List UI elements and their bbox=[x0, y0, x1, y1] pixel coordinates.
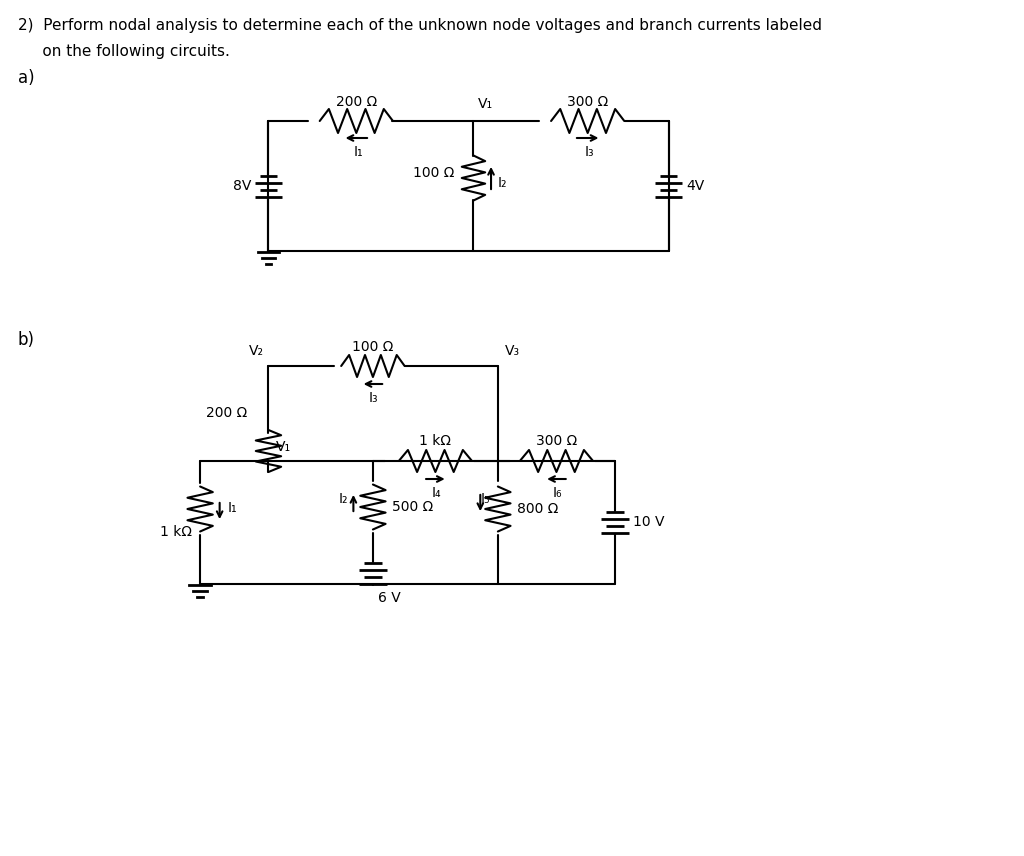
Text: 800 Ω: 800 Ω bbox=[517, 502, 559, 516]
Text: I₃: I₃ bbox=[585, 145, 595, 159]
Text: V₁: V₁ bbox=[478, 97, 494, 111]
Text: I₁: I₁ bbox=[353, 145, 364, 159]
Text: I₆: I₆ bbox=[553, 486, 562, 500]
Text: I₅: I₅ bbox=[480, 492, 490, 506]
Text: b): b) bbox=[17, 331, 35, 349]
Text: 100 Ω: 100 Ω bbox=[413, 166, 454, 180]
Text: 300 Ω: 300 Ω bbox=[567, 95, 608, 109]
Text: I₁: I₁ bbox=[227, 501, 238, 515]
Text: V₁: V₁ bbox=[276, 440, 292, 454]
Text: 200 Ω: 200 Ω bbox=[206, 407, 247, 420]
Text: 6 V: 6 V bbox=[378, 591, 400, 605]
Text: V₂: V₂ bbox=[249, 344, 263, 358]
Text: I₂: I₂ bbox=[498, 176, 507, 190]
Text: 100 Ω: 100 Ω bbox=[352, 340, 393, 354]
Text: 2)  Perform nodal analysis to determine each of the unknown node voltages and br: 2) Perform nodal analysis to determine e… bbox=[17, 18, 821, 33]
Text: 500 Ω: 500 Ω bbox=[392, 500, 434, 514]
Text: 300 Ω: 300 Ω bbox=[536, 434, 578, 448]
Text: V₃: V₃ bbox=[505, 344, 520, 358]
Text: 4V: 4V bbox=[686, 179, 705, 193]
Text: I₃: I₃ bbox=[369, 391, 379, 405]
Text: 10 V: 10 V bbox=[633, 515, 665, 530]
Text: 1 kΩ: 1 kΩ bbox=[420, 434, 452, 448]
Text: on the following circuits.: on the following circuits. bbox=[17, 44, 229, 59]
Text: I₄: I₄ bbox=[431, 486, 441, 500]
Text: a): a) bbox=[17, 69, 34, 87]
Text: 200 Ω: 200 Ω bbox=[336, 95, 377, 109]
Text: I₂: I₂ bbox=[339, 492, 348, 506]
Text: 1 kΩ: 1 kΩ bbox=[161, 526, 193, 539]
Text: 8V: 8V bbox=[232, 179, 251, 193]
